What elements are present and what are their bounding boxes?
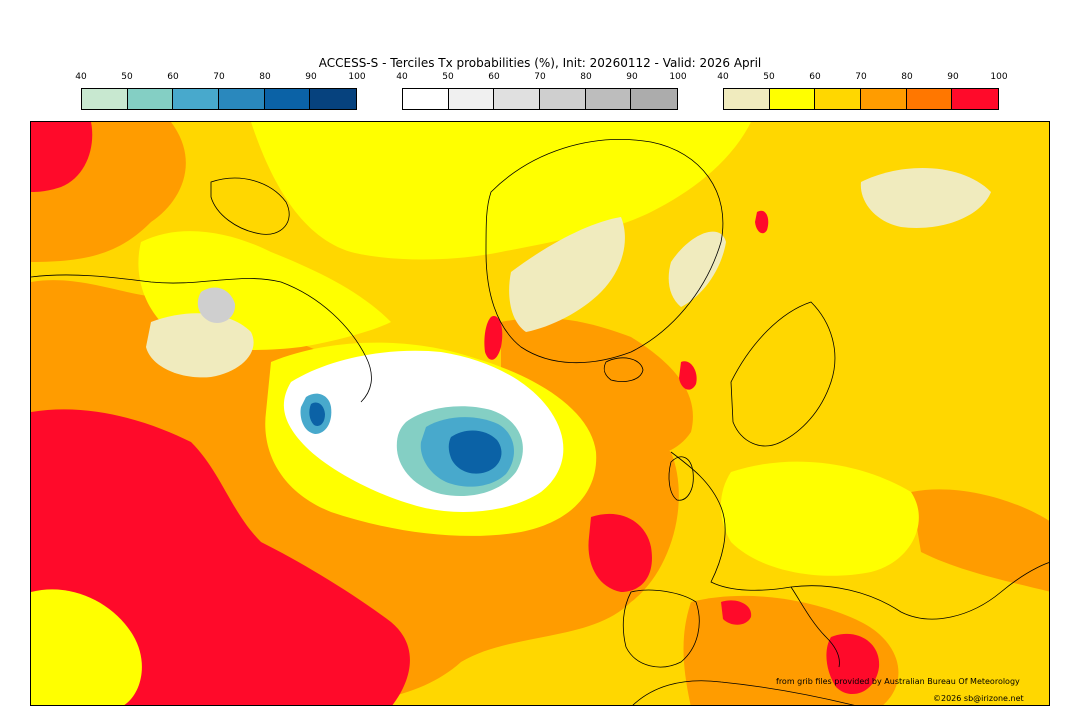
legend-swatch bbox=[724, 89, 770, 109]
legend-tick: 100 bbox=[348, 72, 366, 82]
legend-swatch bbox=[631, 89, 678, 109]
legend-colorbar bbox=[81, 88, 357, 110]
map-title: ACCESS-S - Terciles Tx probabilities (%)… bbox=[318, 56, 762, 70]
iceland-coast bbox=[603, 357, 644, 382]
legend-swatch bbox=[952, 89, 999, 109]
canada-coast bbox=[31, 274, 372, 403]
legend-swatch bbox=[861, 89, 907, 109]
legend-tick: 40 bbox=[75, 72, 87, 82]
legend-ticks: 40 50 60 70 80 90 100 bbox=[717, 72, 1007, 84]
legend-tick: 90 bbox=[305, 72, 317, 82]
legend-tick: 80 bbox=[259, 72, 271, 82]
legend-tick: 60 bbox=[809, 72, 821, 82]
legend-near-normal: 40 50 60 70 80 90 100 bbox=[396, 72, 687, 112]
legend-tick: 80 bbox=[901, 72, 913, 82]
legend-swatch bbox=[815, 89, 862, 109]
legend-swatch bbox=[219, 89, 265, 109]
uk-coast bbox=[668, 456, 694, 501]
legend-tick: 90 bbox=[947, 72, 959, 82]
legend-colorbar bbox=[723, 88, 999, 110]
legend-swatch bbox=[769, 89, 816, 109]
legend-tick: 60 bbox=[488, 72, 500, 82]
yellow-zone-southwest bbox=[31, 589, 142, 705]
yellow-zone-north bbox=[251, 122, 751, 260]
legend-swatch bbox=[173, 89, 220, 109]
probability-map bbox=[30, 121, 1050, 706]
red-zone-arctic-west bbox=[31, 122, 93, 192]
source-credit: from grib files provided by Australian B… bbox=[776, 677, 1020, 686]
legend-swatch bbox=[906, 89, 953, 109]
legend-swatch bbox=[127, 89, 174, 109]
red-zone-north-africa bbox=[721, 600, 752, 625]
orange-zone-east bbox=[911, 489, 1049, 592]
legend-swatch bbox=[82, 89, 128, 109]
legend-tick: 50 bbox=[442, 72, 454, 82]
legend-swatch bbox=[540, 89, 586, 109]
legend-tick: 70 bbox=[855, 72, 867, 82]
iberia-coast bbox=[622, 589, 700, 668]
pale-zone-canada bbox=[146, 313, 254, 378]
red-zone-greenland-coast bbox=[484, 316, 503, 360]
red-zone-east-mediterranean bbox=[826, 633, 880, 695]
legend-swatch bbox=[264, 89, 311, 109]
legend-swatch bbox=[585, 89, 632, 109]
pale-zone-ice-strip bbox=[668, 231, 726, 307]
legend-tick: 100 bbox=[669, 72, 687, 82]
near-normal-grey-patch bbox=[197, 287, 236, 323]
map-canvas bbox=[31, 122, 1049, 705]
pale-zone-greenland bbox=[509, 217, 625, 332]
greenland-coast bbox=[485, 139, 724, 364]
legend-tick: 60 bbox=[167, 72, 179, 82]
legend-tick: 100 bbox=[990, 72, 1008, 82]
coastlines bbox=[31, 139, 1049, 705]
legend-tick: 40 bbox=[717, 72, 729, 82]
italy-coast bbox=[790, 586, 840, 668]
legend-below-normal: 40 50 60 70 80 90 100 bbox=[75, 72, 366, 112]
below-normal-zone-west-deep bbox=[309, 402, 325, 426]
below-normal-zone-deep bbox=[448, 430, 502, 474]
scandinavia-coast bbox=[730, 301, 836, 447]
yellow-zone-central-europe bbox=[720, 461, 919, 576]
red-zone-scandinavia bbox=[679, 361, 697, 390]
legend-tick: 70 bbox=[534, 72, 546, 82]
legend-tick: 80 bbox=[580, 72, 592, 82]
legend-swatch bbox=[448, 89, 495, 109]
legend-tick: 70 bbox=[213, 72, 225, 82]
legend-swatch bbox=[310, 89, 357, 109]
africa-coast bbox=[632, 680, 855, 705]
legend-ticks: 40 50 60 70 80 90 100 bbox=[75, 72, 365, 84]
pale-zone-arctic-east bbox=[860, 168, 991, 228]
legend-tick: 50 bbox=[763, 72, 775, 82]
legend-above-normal: 40 50 60 70 80 90 100 bbox=[717, 72, 1008, 112]
legend-tick: 40 bbox=[396, 72, 408, 82]
legend-swatch bbox=[494, 89, 541, 109]
copyright-credit: ©2026 sb@irizone.net bbox=[933, 694, 1024, 703]
legend-tick: 90 bbox=[626, 72, 638, 82]
legend-colorbar bbox=[402, 88, 678, 110]
red-zone-west-europe bbox=[588, 513, 652, 592]
legend-swatch bbox=[403, 89, 449, 109]
legend-ticks: 40 50 60 70 80 90 100 bbox=[396, 72, 686, 84]
hudson-islands-coast bbox=[210, 177, 290, 235]
red-zone-iberia-coast bbox=[755, 210, 769, 234]
legend-tick: 50 bbox=[121, 72, 133, 82]
